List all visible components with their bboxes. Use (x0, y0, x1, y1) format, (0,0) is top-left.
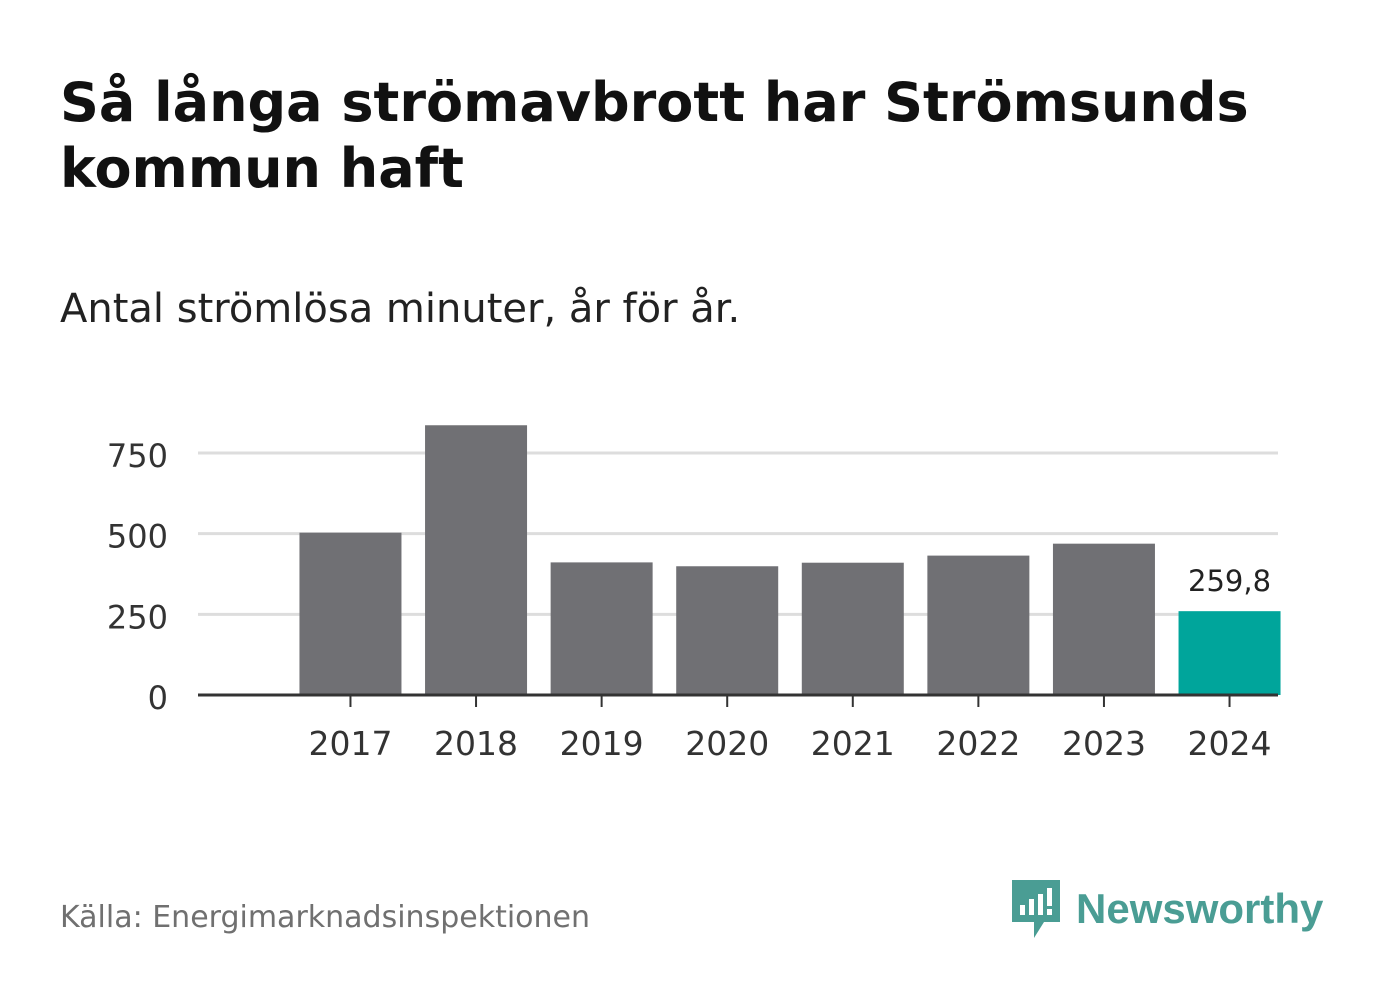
bar-2021 (801, 562, 904, 695)
bar-2020 (676, 566, 779, 695)
bar-2023 (1052, 543, 1155, 695)
x-tick-label: 2023 (1062, 724, 1146, 763)
y-tick-label: 250 (107, 598, 168, 636)
source-note: Källa: Energimarknadsinspektionen (60, 900, 591, 935)
brand-name: Newsworthy (1076, 885, 1324, 932)
x-tick-label: 2021 (811, 724, 895, 763)
y-tick-label: 0 (148, 679, 168, 717)
bar-2019 (550, 562, 653, 695)
chart-title: Så långa strömavbrott har Strömsunds kom… (60, 71, 1249, 200)
data-label: 259,8 (1188, 564, 1271, 598)
y-tick-label: 500 (107, 518, 168, 556)
bar-2018 (425, 425, 528, 695)
x-tick-label: 2020 (685, 724, 769, 763)
brand-logo: Newsworthy (1010, 878, 1323, 940)
bar-2017 (299, 532, 402, 695)
x-tick-label: 2024 (1188, 724, 1272, 763)
bar-2022 (927, 555, 1030, 695)
x-tick-label: 2018 (434, 724, 518, 763)
bar-2024 (1178, 611, 1281, 695)
x-tick-label: 2022 (936, 724, 1020, 763)
newsworthy-logo-icon (1012, 880, 1060, 938)
y-tick-label: 750 (107, 437, 168, 475)
chart-subtitle: Antal strömlösa minuter, år för år. (60, 286, 741, 332)
x-tick-label: 2019 (560, 724, 644, 763)
x-tick-label: 2017 (308, 724, 392, 763)
